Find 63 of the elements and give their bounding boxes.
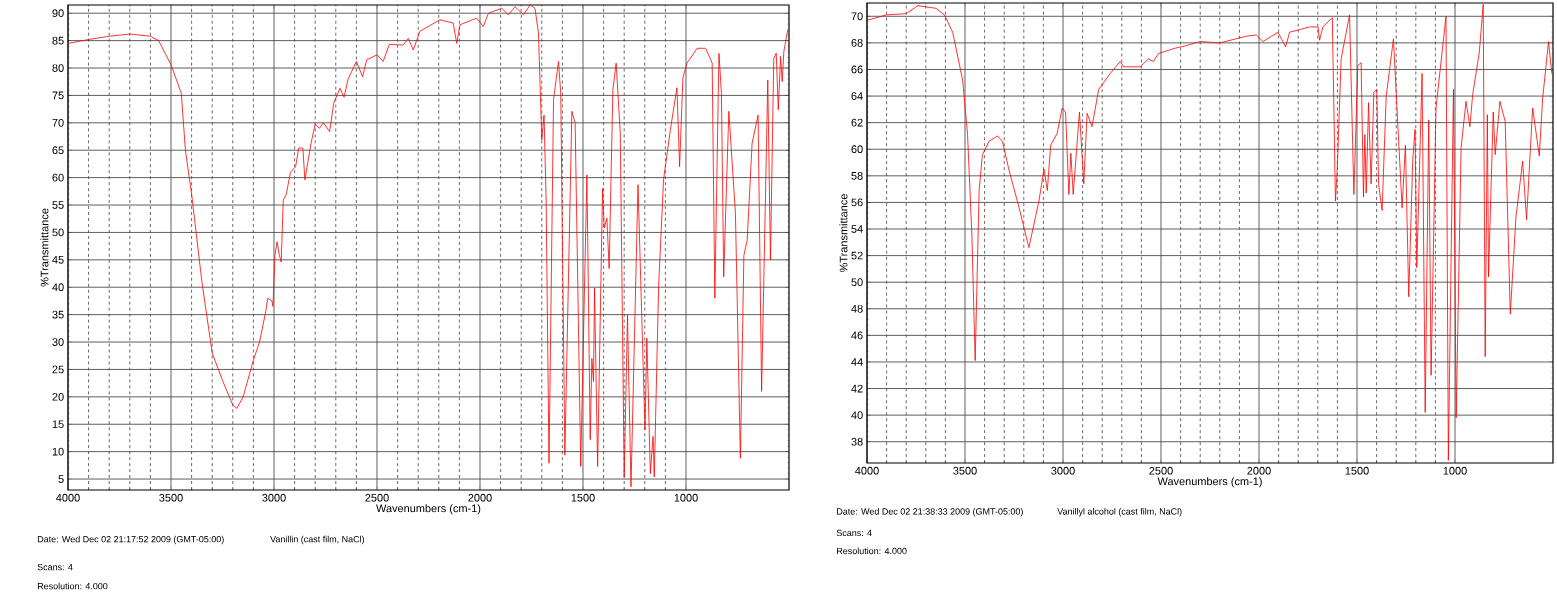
x-tick-label: 1000 bbox=[674, 493, 698, 502]
line-series bbox=[67, 4, 789, 488]
y-tick-label: 44 bbox=[851, 358, 863, 366]
y-tick-label: 40 bbox=[851, 411, 863, 420]
y-tick-label: 60 bbox=[851, 145, 863, 154]
x-tick-label: 3500 bbox=[953, 466, 977, 475]
y-tick-label: 30 bbox=[52, 338, 64, 346]
y-tick-label: 62 bbox=[851, 118, 863, 127]
x-tick-label: 4000 bbox=[56, 493, 80, 502]
y-tick-label: 54 bbox=[851, 225, 863, 233]
y-tick-label: 40 bbox=[52, 283, 64, 292]
x-tick-label: 2000 bbox=[1247, 466, 1271, 475]
y-tick-label: 75 bbox=[52, 91, 64, 100]
y-tick-label: 52 bbox=[851, 251, 863, 260]
y-tick-label: 56 bbox=[851, 198, 863, 207]
line-series bbox=[867, 3, 1553, 461]
text: Scans: 4 bbox=[836, 529, 872, 537]
y-tick-label: 35 bbox=[52, 310, 64, 319]
y-tick-label: 38 bbox=[851, 437, 863, 446]
y-tick-label: 85 bbox=[52, 36, 64, 45]
text: Vanillin (cast film, NaCl) bbox=[270, 535, 364, 545]
y-axis-title: %Transmittance bbox=[40, 208, 49, 287]
y-tick-label: 64 bbox=[851, 92, 863, 100]
y-tick-label: 15 bbox=[52, 420, 64, 429]
y-tick-label: 55 bbox=[52, 201, 64, 209]
x-tick-label: 3500 bbox=[159, 493, 183, 502]
y-tick-label: 80 bbox=[52, 64, 64, 72]
x-tick-label: 1500 bbox=[571, 493, 595, 502]
text: Resolution: 4.000 bbox=[837, 547, 907, 555]
x-tick-label: 1000 bbox=[1443, 466, 1467, 475]
y-tick-label: 46 bbox=[851, 331, 863, 340]
x-tick-label: 2500 bbox=[365, 493, 389, 502]
x-tick-label: 3000 bbox=[1051, 466, 1075, 475]
x-axis-title: Wavenumbers (cm-1) bbox=[1157, 477, 1262, 488]
text: Date: Wed Dec 02 21:17:52 2009 (GMT-05:00) bbox=[37, 535, 224, 545]
y-tick-label: 25 bbox=[52, 365, 64, 374]
x-axis-title: Wavenumbers (cm-1) bbox=[376, 504, 481, 515]
x-tick-label: 1500 bbox=[1345, 466, 1369, 475]
x-tick-label: 2500 bbox=[1149, 466, 1173, 475]
y-tick-label: 70 bbox=[851, 12, 863, 21]
y-tick-label: 68 bbox=[851, 39, 863, 47]
y-tick-label: 50 bbox=[851, 278, 863, 287]
y-tick-label: 70 bbox=[52, 118, 64, 127]
y-tick-label: 5 bbox=[58, 475, 64, 483]
x-tick-label: 3000 bbox=[262, 493, 286, 502]
text: Scans: 4 bbox=[37, 563, 73, 571]
y-tick-label: 45 bbox=[52, 256, 64, 264]
x-tick-label: 4000 bbox=[855, 466, 879, 475]
y-tick-label: 42 bbox=[851, 384, 863, 393]
y-tick-label: 48 bbox=[851, 304, 863, 313]
y-tick-label: 90 bbox=[52, 9, 64, 18]
y-tick-label: 65 bbox=[52, 146, 64, 155]
y-tick-label: 10 bbox=[52, 447, 64, 456]
y-tick-label: 50 bbox=[52, 228, 64, 237]
text: Vanillyl alcohol (cast film, NaCl) bbox=[1057, 508, 1182, 517]
y-axis-title: %Transmittance bbox=[839, 194, 848, 272]
text: Resolution: 4.000 bbox=[37, 582, 108, 590]
text: Date: Wed Dec 02 21:38:33 2009 (GMT-05:00) bbox=[837, 508, 1023, 517]
y-tick-label: 60 bbox=[52, 173, 64, 182]
x-tick-label: 2000 bbox=[468, 493, 492, 502]
y-tick-label: 66 bbox=[851, 65, 863, 74]
y-tick-label: 58 bbox=[851, 171, 863, 180]
y-tick-label: 20 bbox=[52, 392, 64, 401]
